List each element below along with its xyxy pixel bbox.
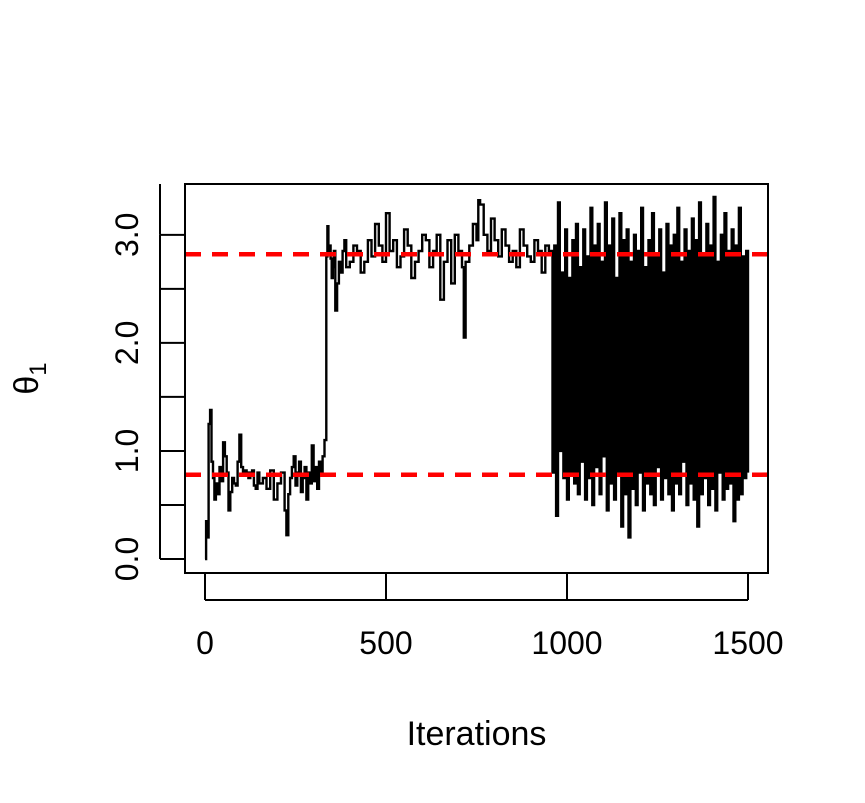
series-line xyxy=(204,195,750,561)
plot-frame xyxy=(184,183,769,574)
x-axis: 0 500 1000 1500 xyxy=(196,573,784,661)
y-tick-label: 2.0 xyxy=(109,321,145,365)
y-axis-title: θ1 xyxy=(8,362,52,394)
plot-region xyxy=(185,195,768,561)
x-tick-label: 1000 xyxy=(531,625,602,661)
y-tick-label: 3.0 xyxy=(109,213,145,257)
y-axis: 0.0 1.0 2.0 3.0 xyxy=(109,184,185,581)
x-tick-label: 500 xyxy=(359,625,412,661)
y-axis-title-subscript: 1 xyxy=(25,362,52,375)
x-tick-label: 0 xyxy=(196,625,214,661)
x-tick-label: 1500 xyxy=(712,625,783,661)
y-tick-label: 0.0 xyxy=(109,537,145,581)
y-axis-title-symbol: θ xyxy=(8,376,46,395)
y-tick-label: 1.0 xyxy=(109,429,145,473)
x-axis-title: Iterations xyxy=(407,715,547,753)
